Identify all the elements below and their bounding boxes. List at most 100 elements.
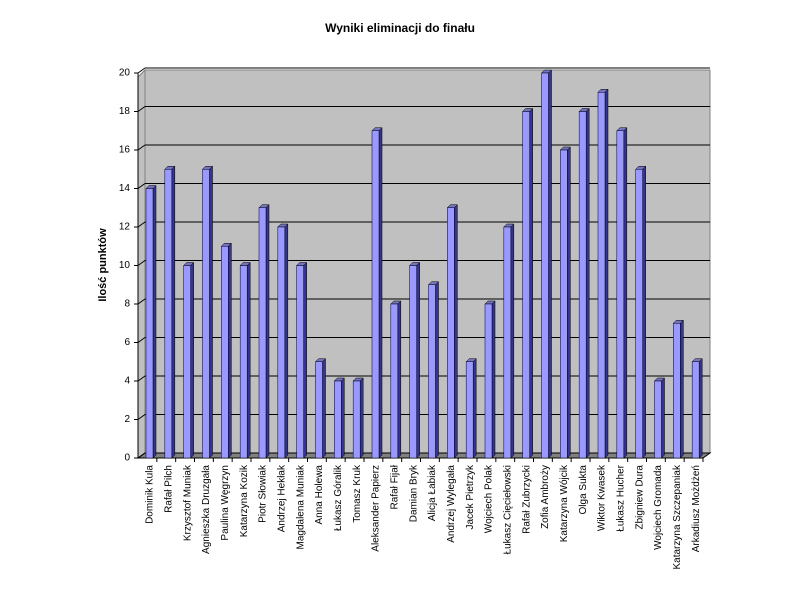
x-tick-label: Alicja Łabiak xyxy=(427,464,438,521)
x-tick-label: Arkadiusz Możdżeń xyxy=(691,465,702,552)
bar xyxy=(578,111,587,459)
grid-line xyxy=(137,183,146,189)
bar-side xyxy=(284,223,289,459)
grid-line xyxy=(137,452,146,459)
bar-side xyxy=(397,300,402,459)
bar xyxy=(183,265,191,459)
grid-line xyxy=(137,298,146,305)
x-tick-label: Łukasz Cięciełowski xyxy=(502,465,513,554)
bar-side xyxy=(303,261,307,459)
bar xyxy=(390,303,399,459)
bar-side xyxy=(171,165,176,459)
x-tick-label: Tomasz Kruk xyxy=(352,464,363,523)
x-tick-label: Krzysztof Muniak xyxy=(182,464,193,541)
bar xyxy=(371,130,380,459)
grid-line xyxy=(137,260,146,266)
bar-side xyxy=(322,358,326,459)
bar-side xyxy=(265,204,270,459)
grid-line xyxy=(137,375,146,382)
bar-side xyxy=(435,281,439,459)
x-tick-label: Jacek Pietrzyk xyxy=(465,464,476,529)
bar-side xyxy=(472,358,477,459)
bar xyxy=(447,207,455,459)
x-tick-label: Łukasz Hucher xyxy=(615,464,626,531)
bar-side xyxy=(359,377,364,459)
bar-side xyxy=(698,358,703,459)
bar-side xyxy=(585,107,590,459)
bar xyxy=(296,265,304,459)
x-tick-label: Wojciech Gromada xyxy=(653,465,664,550)
y-tick-label: 2 xyxy=(124,414,130,425)
grid-line xyxy=(137,221,146,228)
bar-side xyxy=(491,300,496,459)
bar xyxy=(654,380,662,459)
bar-side xyxy=(190,261,194,459)
x-tick-label: Zbigniew Dura xyxy=(634,465,645,530)
bar xyxy=(164,169,173,459)
bar-side xyxy=(209,165,213,459)
x-tick-label: Rafał Pilch xyxy=(163,465,174,513)
bar-side xyxy=(680,319,684,459)
bar-side xyxy=(228,242,232,459)
bar xyxy=(541,72,549,459)
y-tick-label: 12 xyxy=(119,222,131,233)
x-tick-label: Aleksander Papierz xyxy=(371,465,382,552)
x-tick-label: Wiktor Kwasek xyxy=(597,464,608,531)
bar-side xyxy=(454,204,458,459)
bar xyxy=(560,149,568,459)
x-tick-label: Katarzyna Wójcik xyxy=(559,464,570,542)
x-tick-label: Paulina Węgrzyn xyxy=(220,465,231,541)
side-wall xyxy=(137,68,146,459)
x-tick-label: Wojciech Polak xyxy=(484,464,495,533)
y-tick-label: 6 xyxy=(124,337,130,348)
x-tick-label: Katarzyna Kozik xyxy=(239,464,250,537)
x-tick-label: Magdalena Muniak xyxy=(295,464,306,549)
y-tick-label: 0 xyxy=(124,453,130,464)
x-tick-label: Damian Bryk xyxy=(408,464,419,522)
x-tick-label: Dominik Kula xyxy=(145,465,156,524)
bar xyxy=(673,323,681,459)
bar xyxy=(409,265,417,459)
bar-side xyxy=(246,261,251,459)
grid-line xyxy=(137,414,146,420)
x-tick-label: Andrzej Wylegała xyxy=(446,465,457,543)
bar xyxy=(202,169,210,459)
bar xyxy=(616,130,625,459)
bar xyxy=(352,380,361,459)
x-tick-label: Zofia Ambroży xyxy=(540,465,551,529)
bar xyxy=(258,207,267,459)
bar-side xyxy=(529,107,533,459)
y-tick-label: 18 xyxy=(119,106,131,117)
bar-side xyxy=(341,377,345,459)
x-tick-label: Łukasz Góralik xyxy=(333,464,344,531)
x-tick-label: Katarzyna Szczepaniak xyxy=(672,464,683,570)
bar xyxy=(635,169,643,459)
bar xyxy=(334,380,342,459)
bar-side xyxy=(604,88,609,459)
y-tick-label: 10 xyxy=(119,260,131,271)
bar xyxy=(522,111,530,459)
bar xyxy=(145,188,154,459)
x-tick-label: Piotr Słowiak xyxy=(258,464,269,523)
x-tick-label: Andrzej Hekłak xyxy=(276,464,287,532)
bar xyxy=(597,92,606,459)
bar xyxy=(315,361,323,459)
bar xyxy=(691,361,700,459)
x-tick-label: Rafał Zubrzycki xyxy=(521,465,532,534)
bar-side xyxy=(661,377,665,459)
bar-side xyxy=(623,127,628,459)
bar-side xyxy=(642,165,646,459)
x-tick-label: Rafał Fijał xyxy=(389,464,400,509)
bar xyxy=(484,303,493,459)
y-tick-label: 8 xyxy=(124,299,130,310)
grid-line xyxy=(137,144,146,151)
grid-line xyxy=(137,106,146,112)
bar xyxy=(503,226,512,459)
grid-line xyxy=(137,337,146,343)
x-tick-label: Anna Holewa xyxy=(314,465,325,525)
y-tick-label: 4 xyxy=(124,376,130,387)
bar xyxy=(277,226,286,459)
bar-side xyxy=(510,223,515,459)
chart-title: Wyniki eliminacji do finału xyxy=(325,21,475,35)
